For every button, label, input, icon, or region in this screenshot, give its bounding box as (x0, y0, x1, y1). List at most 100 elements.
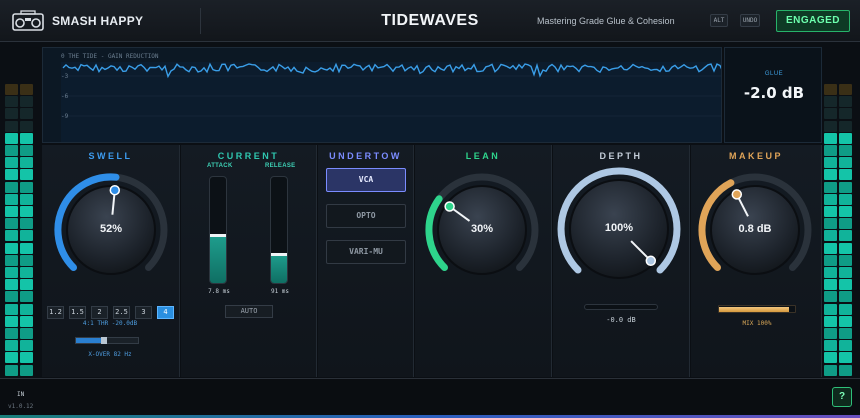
mix-fill (719, 307, 789, 312)
graph-canvas (61, 62, 721, 142)
release-label: RELEASE (265, 163, 296, 169)
lean-title: LEAN (465, 151, 501, 161)
meter-segment (20, 230, 33, 242)
meter-segment (20, 352, 33, 364)
lean-knob-handle[interactable] (444, 201, 455, 212)
meter-segment (824, 352, 837, 364)
depth-knob-handle[interactable] (645, 255, 657, 267)
meter-segment (824, 254, 837, 266)
meter-segment (20, 242, 33, 254)
ratio-button-4[interactable]: 4 (157, 306, 174, 319)
glue-readout: GLUE -2.0 dB (724, 47, 822, 143)
meter-segment (839, 145, 852, 156)
meter-segment (839, 218, 852, 230)
swell-title: SWELL (88, 151, 133, 161)
depth-title: DEPTH (599, 151, 643, 161)
meter-segment (839, 193, 852, 205)
meter-segment (839, 267, 852, 278)
footer-accent (0, 415, 860, 418)
mix-slider[interactable] (718, 305, 796, 313)
makeup-knob[interactable]: 0.8 dB (697, 172, 813, 288)
lean-value: 30% (470, 223, 494, 235)
release-fader-thumb[interactable] (271, 253, 287, 256)
grid-label-3: -3 (61, 73, 69, 80)
meter-segment (5, 267, 18, 278)
meter-segment (839, 120, 852, 132)
ratio-button-2-5[interactable]: 2.5 (113, 306, 130, 319)
meter-segment (839, 279, 852, 291)
meter-segment (20, 145, 33, 156)
undo-button[interactable]: UNDO (740, 14, 760, 27)
auto-button[interactable]: AUTO (225, 305, 273, 318)
meter-segment (824, 96, 837, 108)
ratio-button-3[interactable]: 3 (135, 306, 152, 319)
meter-segment (839, 303, 852, 315)
attack-fader-thumb[interactable] (210, 234, 226, 237)
current-panel: CURRENT (181, 145, 317, 377)
xover-slider[interactable] (75, 337, 139, 344)
help-button[interactable]: ? (832, 387, 852, 407)
meter-segment (839, 84, 852, 95)
mix-readout: MIX 100% (742, 320, 772, 327)
meter-segment (5, 96, 18, 108)
meter-segment (5, 218, 18, 230)
alt-button[interactable]: ALT (710, 14, 728, 27)
depth-knob-graphic (557, 167, 681, 279)
meter-segment (839, 96, 852, 108)
meter-segment (20, 254, 33, 266)
meter-segment (20, 340, 33, 352)
lean-knob[interactable]: 30% (424, 172, 540, 288)
ratio-button-1-5[interactable]: 1.5 (69, 306, 86, 319)
meter-segment (5, 181, 18, 193)
meter-segment (824, 84, 837, 95)
meter-segment (839, 132, 852, 144)
xover-thumb[interactable] (100, 337, 107, 344)
meter-segment (5, 84, 18, 95)
meter-segment (5, 242, 18, 254)
meter-segment (5, 303, 18, 315)
attack-label: ATTACK (207, 163, 233, 169)
meter-segment (20, 315, 33, 327)
engaged-button[interactable]: ENGAGED (776, 10, 850, 32)
meter-segment (20, 193, 33, 205)
meter-segment (20, 120, 33, 132)
mode-button-vca[interactable]: VCA (326, 168, 406, 192)
meter-segment (5, 108, 18, 120)
meter-segment (824, 145, 837, 156)
makeup-title: MAKEUP (728, 151, 783, 161)
ratio-button-1-2[interactable]: 1.2 (47, 306, 64, 319)
meter-segment (5, 157, 18, 169)
meter-segment (5, 315, 18, 327)
meter-segment (5, 120, 18, 132)
mode-button-opto[interactable]: OPTO (326, 204, 406, 228)
graph-label: 0 THE TIDE - GAIN REDUCTION (61, 53, 159, 60)
mode-button-vari-mu[interactable]: VARI-MU (326, 240, 406, 264)
swell-knob-graphic (54, 173, 168, 275)
release-fader[interactable] (270, 176, 288, 284)
meter-segment (824, 267, 837, 278)
meter-segment (5, 328, 18, 339)
meter-segment (824, 181, 837, 193)
attack-fader[interactable] (209, 176, 227, 284)
meter-segment (839, 291, 852, 303)
swell-knob-handle[interactable] (109, 184, 121, 196)
ratio-button-2[interactable]: 2 (91, 306, 108, 319)
meter-segment (824, 242, 837, 254)
meter-segment (824, 120, 837, 132)
lean-knob-graphic (425, 173, 539, 275)
meter-segment (20, 157, 33, 169)
swell-knob[interactable]: 52% (53, 172, 169, 288)
makeup-knob-handle[interactable] (731, 189, 743, 200)
depth-knob[interactable]: 100% (556, 166, 682, 292)
meter-segment (824, 193, 837, 205)
meter-segment (839, 315, 852, 327)
meter-segment (839, 181, 852, 193)
meter-segment (5, 254, 18, 266)
meter-segment (5, 352, 18, 364)
plugin-subtitle: Mastering Grade Glue & Cohesion (537, 16, 675, 26)
meter-segment (824, 108, 837, 120)
meter-segment (20, 218, 33, 230)
meter-segment (839, 364, 852, 376)
divider (200, 8, 201, 34)
meter-segment (5, 340, 18, 352)
